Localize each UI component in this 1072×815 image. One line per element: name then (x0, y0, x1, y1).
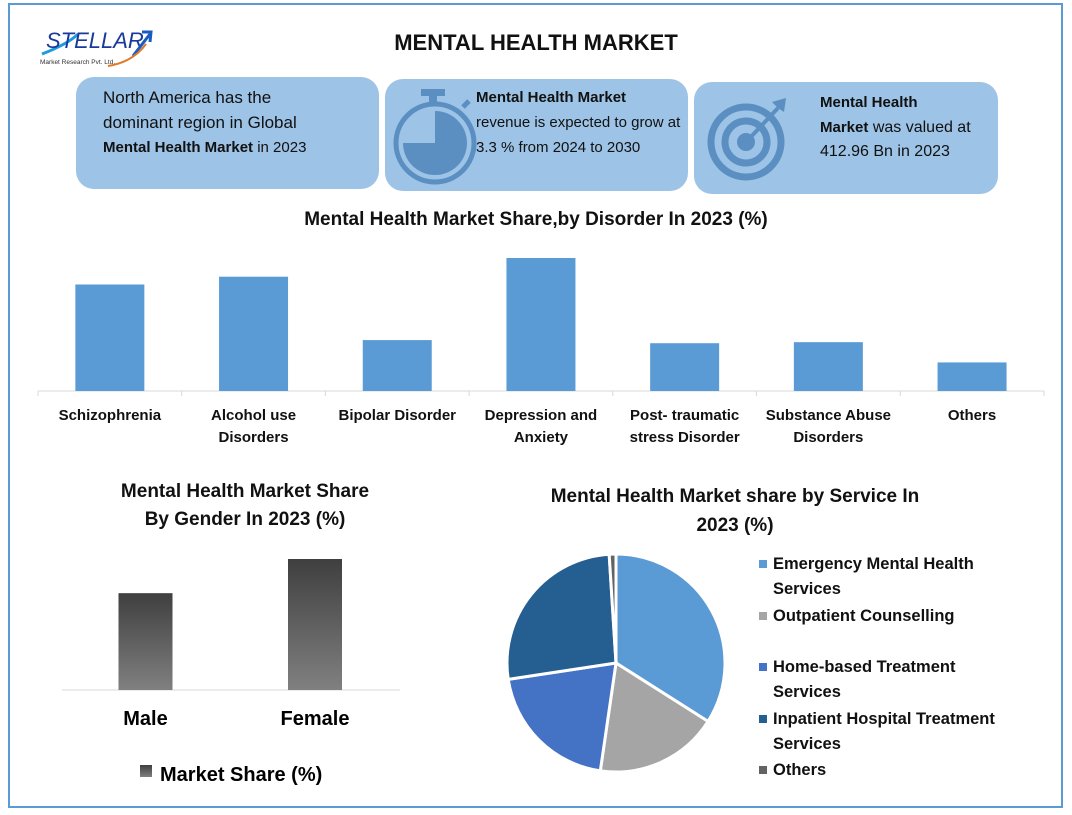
category-label: Depression and Anxiety (471, 405, 611, 449)
legend-label: Outpatient Counselling (773, 607, 955, 625)
stellar-logo: STELLAR Market Research Pvt. Ltd. (38, 14, 158, 70)
stopwatch-icon (393, 89, 477, 185)
pie-slice-2 (506, 661, 618, 773)
legend-label: Inpatient Hospital Treatment (773, 710, 995, 728)
pie-chart-title: Mental Health Market share by Service In… (500, 482, 970, 540)
info-bold: Mental Health Market (476, 89, 627, 106)
info-box-growth: Mental Health Market revenue is expected… (385, 79, 688, 191)
category-label-line: Substance Abuse (765, 407, 891, 424)
disorder-bar-chart (37, 258, 1045, 396)
info-text: North America has the (103, 88, 272, 107)
category-male: Male (123, 708, 168, 730)
category-label: Post- traumatic stress Disorder (615, 405, 755, 449)
legend-item: Home-based Treatment Services (759, 655, 1063, 704)
service-pie-chart (505, 552, 727, 774)
category-label-line: Disorders (218, 429, 289, 446)
gender-chart-title: Mental Health Market Share By Gender In … (60, 478, 430, 534)
bar-0 (75, 284, 145, 391)
category-label-line: Schizophrenia (58, 407, 162, 424)
pie-slice-3 (505, 552, 618, 682)
legend-label: Emergency Mental Health (773, 555, 974, 573)
legend-swatch (759, 612, 767, 620)
category-label-line: Others (947, 407, 997, 424)
bar-6 (937, 362, 1007, 391)
category-label: Alcohol use Disorders (184, 405, 324, 449)
category-label: Substance Abuse Disorders (758, 405, 898, 449)
legend-item: Others (759, 758, 1063, 783)
legend-swatch (140, 765, 152, 777)
bar-1 (219, 276, 289, 391)
gender-legend: Market Share (%) (160, 764, 323, 786)
bar-3 (506, 258, 576, 391)
bar-5 (793, 342, 863, 391)
category-label-line: Disorders (793, 429, 864, 446)
info-box-value: Mental Health Market was valued at 412.9… (694, 82, 998, 194)
title-line: 2023 (%) (696, 515, 774, 536)
disorder-chart-title: Mental Health Market Share,by Disorder I… (304, 209, 768, 230)
bar-male (118, 593, 173, 690)
category-label-line: Anxiety (513, 429, 569, 446)
legend-label: Services (773, 734, 841, 753)
page-title: MENTAL HEALTH MARKET (394, 30, 678, 55)
info-text: revenue is expected to grow at 3.3 % fro… (476, 114, 681, 156)
category-label-line: Post- traumatic (630, 407, 740, 424)
info-bold: Mental Health (820, 94, 918, 111)
category-label-line: Bipolar Disorder (338, 407, 457, 424)
info-box-region: North America has the dominant region in… (76, 77, 379, 189)
info-bold: Market (820, 118, 869, 136)
legend-item: Outpatient Counselling (759, 604, 1063, 629)
legend-label: Services (773, 682, 841, 701)
target-icon (707, 98, 786, 181)
legend-swatch (759, 663, 767, 671)
pie-slice-4 (607, 552, 618, 664)
legend-swatch (759, 766, 767, 774)
info-text: in 2023 (253, 139, 307, 156)
legend-item: Inpatient Hospital Treatment Services (759, 707, 1063, 756)
bar-female (288, 559, 342, 690)
info-text: was valued at 412.96 Bn in 2023 (820, 118, 971, 161)
frame-border (8, 3, 1063, 808)
svg-text:Market Research Pvt. Ltd.: Market Research Pvt. Ltd. (40, 59, 115, 66)
legend-label: Others (773, 761, 827, 779)
category-label: Schizophrenia (40, 405, 180, 427)
info-text: dominant region in Global (103, 112, 297, 132)
bar-4 (650, 343, 720, 391)
title-line: Mental Health Market share by Service In (550, 486, 920, 507)
bar-2 (362, 340, 432, 391)
legend-label: Services (773, 579, 841, 598)
category-female: Female (280, 708, 350, 730)
legend-swatch (759, 715, 767, 723)
title-line: By Gender In 2023 (%) (144, 509, 346, 530)
legend-label: Home-based Treatment (773, 658, 956, 676)
category-label-line: Depression and (484, 407, 598, 424)
category-label: Bipolar Disorder (327, 405, 467, 427)
category-label-line: Alcohol use (211, 407, 297, 424)
title-line: Mental Health Market Share (120, 481, 370, 502)
category-label: Others (902, 405, 1042, 427)
category-label-line: stress Disorder (629, 429, 740, 446)
info-bold: Mental Health Market (103, 139, 254, 156)
legend-item: Emergency Mental Health Services (759, 552, 1063, 601)
pie-slice-1 (598, 660, 711, 774)
gender-bar-chart (62, 559, 400, 691)
svg-text:STELLAR: STELLAR (46, 28, 144, 53)
legend-swatch (759, 560, 767, 568)
